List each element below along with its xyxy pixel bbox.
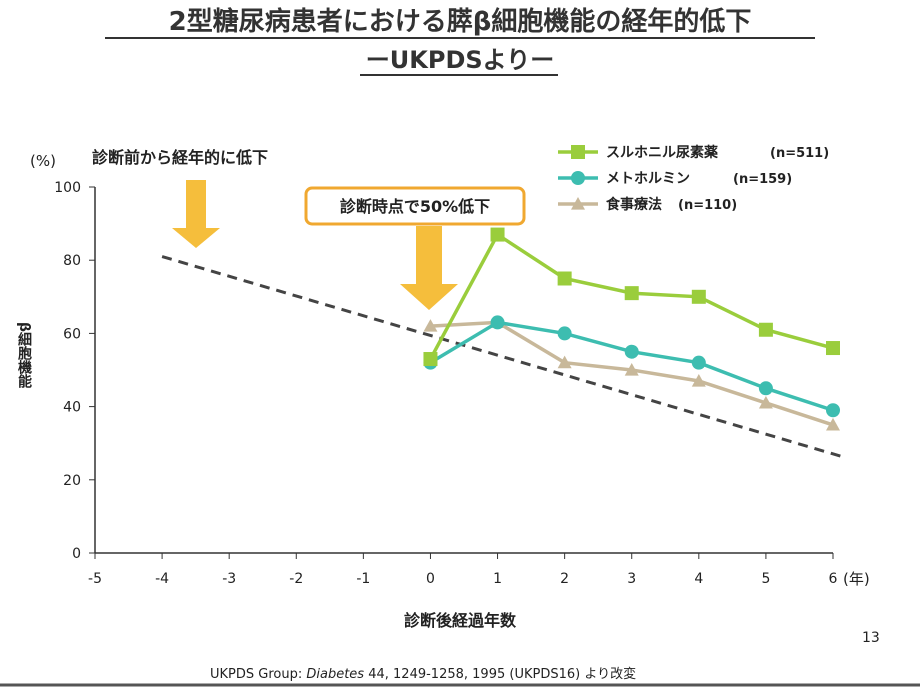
legend: スルホニル尿素薬 (n=511) メトホルミン (n=159) 食事療法 (n=110) xyxy=(558,144,829,213)
legend-n: (n=110) xyxy=(678,198,737,213)
x-tick-label: 1 xyxy=(493,571,502,587)
x-tick-label: -1 xyxy=(356,571,370,587)
y-axis-label: β細胞機能 xyxy=(16,322,33,389)
x-unit: (年) xyxy=(843,570,870,588)
y-tick-label: 0 xyxy=(72,546,81,562)
y-tick-label: 20 xyxy=(63,473,81,489)
y-unit: (%) xyxy=(30,152,56,170)
data-point xyxy=(557,355,572,369)
arrow-down-icon xyxy=(400,226,458,310)
x-tick-label: -4 xyxy=(155,571,169,587)
data-point xyxy=(758,381,773,396)
x-tick-label: -3 xyxy=(222,571,236,587)
footer-citation: UKPDS Group: Diabetes 44, 1249-1258, 199… xyxy=(210,666,636,682)
data-point xyxy=(490,227,505,242)
arrow-down-icon xyxy=(172,180,220,248)
data-point xyxy=(557,271,572,286)
legend-n: (n=159) xyxy=(733,172,792,187)
legend-label: スルホニル尿素薬 xyxy=(606,144,718,161)
data-point xyxy=(691,355,706,370)
x-axis-label: 診断後経過年数 xyxy=(404,611,517,630)
series-group xyxy=(423,227,840,431)
series-circle xyxy=(423,315,840,418)
legend-label: 食事療法 xyxy=(606,196,662,213)
trend-line-group xyxy=(161,255,847,460)
data-point xyxy=(624,344,639,359)
footer-journal: Diabetes xyxy=(306,667,364,682)
slide-number: 13 xyxy=(862,630,880,646)
x-tick-label: 4 xyxy=(694,571,703,587)
legend-n: (n=511) xyxy=(770,146,829,161)
x-tick-label: 5 xyxy=(761,571,770,587)
data-point xyxy=(691,289,706,304)
x-tick-label: -5 xyxy=(88,571,102,587)
x-tick-label: 2 xyxy=(560,571,569,587)
data-point xyxy=(826,341,840,356)
data-point xyxy=(624,286,639,301)
chart-title: 2型糖尿病患者における膵β細胞機能の経年的低下 xyxy=(169,6,752,37)
data-point xyxy=(826,417,840,431)
trend-line xyxy=(161,255,847,460)
legend-label: メトホルミン xyxy=(606,171,690,187)
data-point xyxy=(758,395,773,409)
x-tick-label: 0 xyxy=(426,571,435,587)
series-square xyxy=(423,227,840,367)
data-point xyxy=(557,326,572,341)
legend-marker xyxy=(571,171,585,185)
callout-box xyxy=(304,186,526,226)
data-point xyxy=(624,363,639,376)
footer-suffix: 44, 1249-1258, 1995 (UKPDS16) より改変 xyxy=(364,666,636,682)
data-point xyxy=(758,322,773,337)
annotation-at-diagnosis: 診断時点で50%低下 xyxy=(340,197,490,216)
data-point xyxy=(826,403,840,418)
footer-prefix: UKPDS Group: xyxy=(210,667,306,682)
data-point xyxy=(423,319,438,332)
legend-marker xyxy=(571,145,585,159)
y-tick-label: 60 xyxy=(63,326,81,342)
annotation-pre-diagnosis: 診断前から経年的に低下 xyxy=(92,148,268,167)
y-tick-label: 40 xyxy=(63,400,81,416)
y-tick-label: 100 xyxy=(54,180,81,196)
x-tick-label: 6 xyxy=(829,571,838,587)
data-point xyxy=(423,352,438,367)
data-point xyxy=(691,373,706,387)
x-tick-label: 3 xyxy=(627,571,636,587)
chart-subtitle: ーUKPDSよりー xyxy=(366,46,554,74)
y-tick-label: 80 xyxy=(63,253,81,269)
legend-marker xyxy=(571,197,585,210)
x-tick-label: -2 xyxy=(289,571,303,587)
data-point xyxy=(490,315,505,330)
